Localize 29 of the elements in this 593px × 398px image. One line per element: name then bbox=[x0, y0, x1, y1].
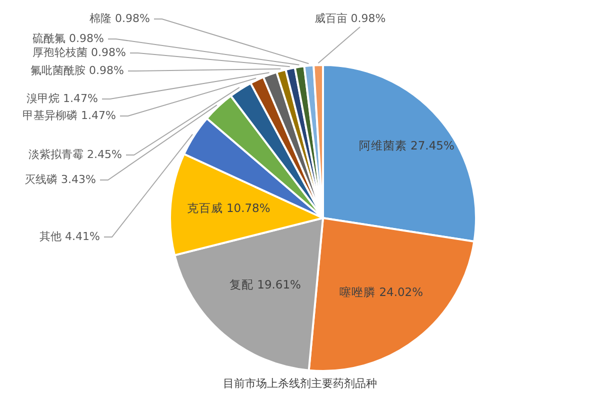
data-label: 19.61% bbox=[257, 278, 302, 292]
data-label: 3.43% bbox=[61, 173, 96, 186]
slice-label: 氟吡菌酰胺 bbox=[30, 64, 90, 78]
slice-label: 噻唑膦 bbox=[340, 284, 380, 299]
data-label: 0.98% bbox=[91, 46, 126, 60]
slice-label: 厚孢轮枝菌 bbox=[32, 46, 92, 60]
slice-label: 威百亩 bbox=[314, 12, 351, 26]
data-label: 10.78% bbox=[226, 201, 270, 216]
slice-label: 阿维菌素 bbox=[358, 138, 411, 152]
slice-label: 溴甲烷 bbox=[26, 92, 64, 106]
data-label: 2.45% bbox=[87, 148, 122, 162]
slice-label: 淡紫拟青霉 bbox=[28, 148, 88, 162]
slice-label: 硫酰氟 bbox=[32, 32, 70, 46]
slice-label: 灭线磷 bbox=[24, 173, 62, 186]
data-label: 27.45% bbox=[410, 138, 454, 152]
slice-label: 其他 bbox=[40, 230, 66, 244]
data-label: 1.47% bbox=[81, 109, 116, 122]
slice-label: 复配 bbox=[229, 278, 258, 292]
slice-label: 甲基异柳磷 bbox=[22, 109, 82, 122]
data-label: 24.02% bbox=[379, 284, 424, 299]
slice-label: 棉隆 bbox=[90, 12, 116, 26]
data-label: 4.41% bbox=[65, 230, 100, 244]
data-label: 1.47% bbox=[63, 92, 98, 106]
text: 目前市场上杀线剂主要药剂品种 bbox=[223, 377, 377, 390]
data-label: 0.98% bbox=[115, 12, 150, 26]
data-label: 0.98% bbox=[89, 64, 124, 78]
data-label: 0.98% bbox=[69, 32, 104, 46]
slice-label: 克百威 bbox=[186, 201, 226, 216]
data-label: 0.98% bbox=[350, 12, 386, 26]
